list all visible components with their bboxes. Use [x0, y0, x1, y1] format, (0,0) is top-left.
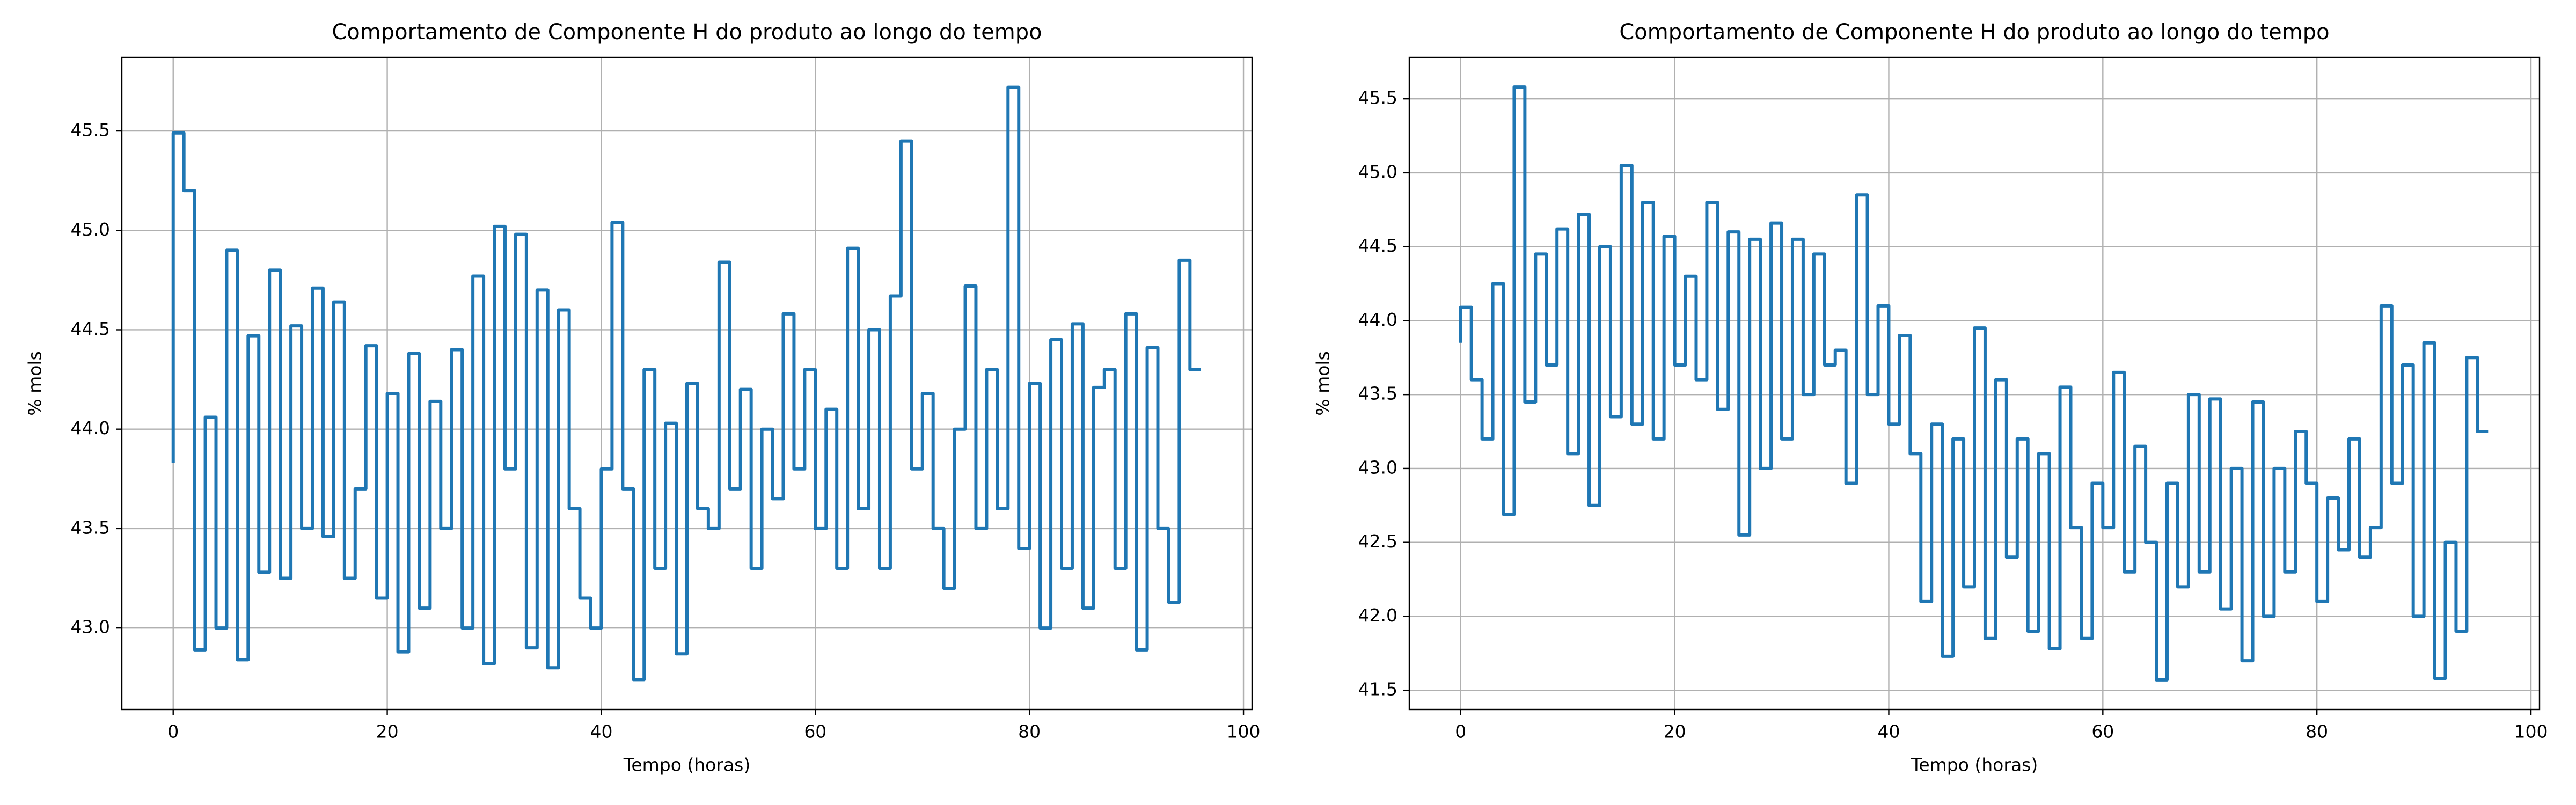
y-tick-label: 43.5 — [71, 517, 110, 538]
x-tick-label: 20 — [376, 721, 399, 742]
x-tick-label: 20 — [1664, 721, 1686, 742]
y-tick-label: 44.0 — [71, 418, 110, 438]
x-tick-label: 60 — [2091, 721, 2114, 742]
x-tick-label: 0 — [167, 721, 179, 742]
axes-frame — [121, 56, 1253, 711]
chart: 0 20 40 60 80 100 41.5 42.0 42.5 43.0 43.5 44.0 44.5… — [1358, 57, 2548, 742]
y-tick-label: 43.0 — [71, 617, 110, 638]
x-tick-label: 100 — [1227, 721, 1261, 742]
axes-frame — [1408, 56, 2541, 711]
y-tick-label: 43.5 — [1358, 383, 1397, 404]
chart-title: Comportamento de Componente H do produto… — [332, 20, 1042, 45]
chart-title: Comportamento de Componente H do produto… — [1619, 20, 2329, 45]
x-axis-label: Tempo (horas) — [1911, 755, 2038, 775]
data-line — [1459, 85, 2489, 682]
x-axis-label: Tempo (horas) — [623, 755, 750, 775]
data-line — [171, 85, 1201, 682]
x-tick-label: 40 — [590, 721, 612, 742]
x-tick-label: 100 — [2514, 721, 2548, 742]
x-tick-label: 80 — [2306, 721, 2328, 742]
y-tick-label: 45.5 — [71, 120, 110, 141]
y-tick-label: 42.0 — [1358, 605, 1397, 626]
y-tick-label: 44.5 — [71, 318, 110, 339]
y-tick-label: 41.5 — [1358, 679, 1397, 700]
y-tick-label: 45.0 — [71, 219, 110, 240]
y-axis-label: % mols — [1313, 351, 1334, 416]
x-tick-label: 0 — [1455, 721, 1466, 742]
y-tick-label: 45.5 — [1358, 87, 1397, 108]
y-tick-label: 43.0 — [1358, 457, 1397, 478]
y-tick-label: 44.0 — [1358, 309, 1397, 330]
y-tick-label: 45.0 — [1358, 161, 1397, 182]
y-tick-label: 42.5 — [1358, 531, 1397, 552]
y-axis-label: % mols — [25, 351, 46, 416]
x-tick-label: 60 — [804, 721, 826, 742]
chart: 0 20 40 60 80 100 43.0 43.5 44.0 44.5 45.0 45.5 — [71, 57, 1261, 742]
y-tick-label: 44.5 — [1358, 235, 1397, 256]
x-tick-label: 40 — [1877, 721, 1900, 742]
x-tick-label: 80 — [1018, 721, 1041, 742]
